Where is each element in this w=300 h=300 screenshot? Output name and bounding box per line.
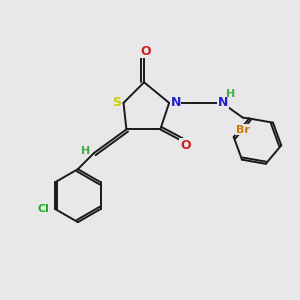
- Text: Br: Br: [236, 124, 250, 135]
- Text: H: H: [226, 89, 235, 99]
- Text: N: N: [170, 96, 181, 110]
- Text: N: N: [218, 96, 228, 109]
- Text: H: H: [81, 146, 90, 156]
- Text: O: O: [180, 139, 190, 152]
- Text: Cl: Cl: [38, 204, 50, 214]
- Text: S: S: [112, 96, 122, 110]
- Text: O: O: [140, 45, 151, 58]
